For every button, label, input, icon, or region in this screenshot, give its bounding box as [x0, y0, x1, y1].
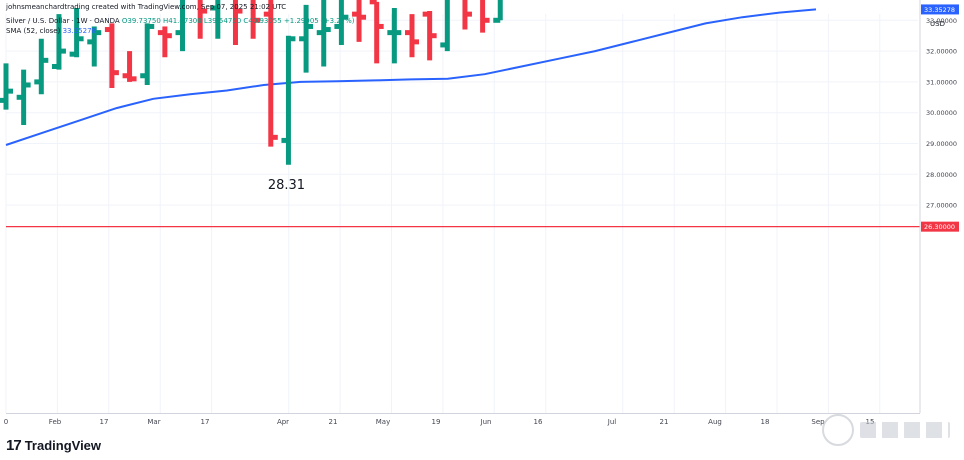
- ohlc-bar: [334, 0, 349, 45]
- horizontal-lines: [6, 226, 920, 228]
- time-tick-label: May: [376, 418, 390, 426]
- sma-price-tag-bg: [921, 4, 959, 15]
- ohlc-bar: [210, 0, 221, 39]
- ohlc-bar: [263, 0, 278, 147]
- price-annotation: 28.31: [268, 178, 305, 193]
- time-tick-label: Apr: [277, 418, 289, 426]
- ohlc-bar: [493, 0, 503, 23]
- ohlc-bar: [69, 7, 84, 58]
- time-tick-label: Jun: [480, 418, 492, 426]
- price-tag: 26.30000: [924, 223, 955, 231]
- ohlc-bar: [157, 26, 172, 58]
- ohlc-bar: [175, 0, 186, 52]
- ohlc-bar: [140, 23, 155, 85]
- sma-label: SMA (52, close): [6, 27, 61, 35]
- ohlc-bar: [34, 38, 49, 95]
- price-tick-label: 30.00000: [926, 109, 957, 117]
- tradingview-logo-icon: 17: [6, 437, 22, 454]
- time-tick-label: 17: [201, 418, 210, 426]
- chart-grid: [5, 14, 918, 413]
- price-annotations: 28.3135.2839.5336.2136.96: [268, 178, 305, 193]
- ohlc-bar: [387, 7, 402, 64]
- ohlc-bar: [16, 69, 31, 126]
- ohlc-bar: [480, 0, 490, 33]
- ohlc-bar: [405, 14, 419, 58]
- time-tick-label: 16: [534, 418, 543, 426]
- sma-value: 33.35278: [62, 27, 96, 35]
- ohlc-bars: [0, 0, 503, 165]
- price-tick-label: 27.00000: [926, 202, 957, 210]
- watermark-circle-icon: [822, 414, 854, 446]
- brand-name: TradingView: [24, 438, 102, 453]
- time-tick-label: 19: [432, 418, 441, 426]
- watermark-logo: [822, 414, 950, 446]
- ohlc-bar: [197, 0, 208, 39]
- ohlc-values: O39.73750 H41.47300 L39.54750 C40.93055 …: [121, 17, 355, 25]
- price-tick-label: 33.00000: [926, 17, 957, 25]
- ohlc-bar: [87, 26, 102, 67]
- time-tick-label: 0: [4, 418, 8, 426]
- time-tick-label: Mar: [147, 418, 160, 426]
- symbol-legend[interactable]: Silver / U.S. Dollar · 1W · OANDA O39.73…: [6, 17, 355, 25]
- time-tick-label: 18: [761, 418, 770, 426]
- ohlc-bar: [422, 11, 437, 61]
- ohlc-bar: [122, 51, 137, 82]
- ohlc-bar: [51, 14, 66, 70]
- time-tick-label: 21: [329, 418, 338, 426]
- ohlc-bar: [299, 4, 314, 73]
- symbol-name: Silver / U.S. Dollar · 1W · OANDA: [6, 17, 120, 25]
- time-tick-label: 21: [660, 418, 669, 426]
- sma-legend[interactable]: SMA (52, close) 33.35278: [6, 27, 96, 35]
- ohlc-bar: [250, 0, 261, 39]
- sma-line: [5, 8, 817, 146]
- ohlc-bar: [316, 0, 331, 67]
- sma-price-tag: 33.35278: [924, 6, 955, 14]
- currency-label: USD: [930, 20, 945, 28]
- price-tick-label: 28.00000: [926, 171, 957, 179]
- price-tick-label: 29.00000: [926, 140, 957, 148]
- ohlc-bar: [369, 0, 384, 64]
- time-tick-label: Sep: [811, 418, 825, 426]
- ohlc-bar: [462, 0, 472, 30]
- time-tick-label: 17: [100, 418, 109, 426]
- ohlc-bar: [0, 63, 13, 110]
- tradingview-brand[interactable]: 17 TradingView: [6, 437, 101, 454]
- ohlc-bar: [440, 0, 450, 52]
- price-axis[interactable]: USD 27.00000 28.00000 29.00000 30.00000 31.00…: [919, 0, 959, 413]
- price-tag-bg: [921, 221, 959, 232]
- ohlc-bar: [104, 23, 119, 89]
- time-axis[interactable]: 0Feb17Mar17Apr21May19Jun16Jul21Aug18Sep1…: [4, 413, 920, 427]
- price-tick-label: 31.00000: [926, 78, 957, 86]
- ohlc-bar: [281, 35, 296, 165]
- time-tick-label: Aug: [708, 418, 722, 426]
- time-tick-label: Jul: [607, 418, 617, 426]
- author-line: johnsmeanchardtrading created with Tradi…: [6, 3, 287, 11]
- sma-layer: [5, 8, 817, 146]
- watermark-text-icon: [860, 422, 950, 438]
- price-tick-label: 32.00000: [926, 48, 957, 56]
- ohlc-bar: [232, 0, 243, 45]
- time-tick-label: Feb: [49, 418, 62, 426]
- ohlc-bar: [352, 0, 367, 42]
